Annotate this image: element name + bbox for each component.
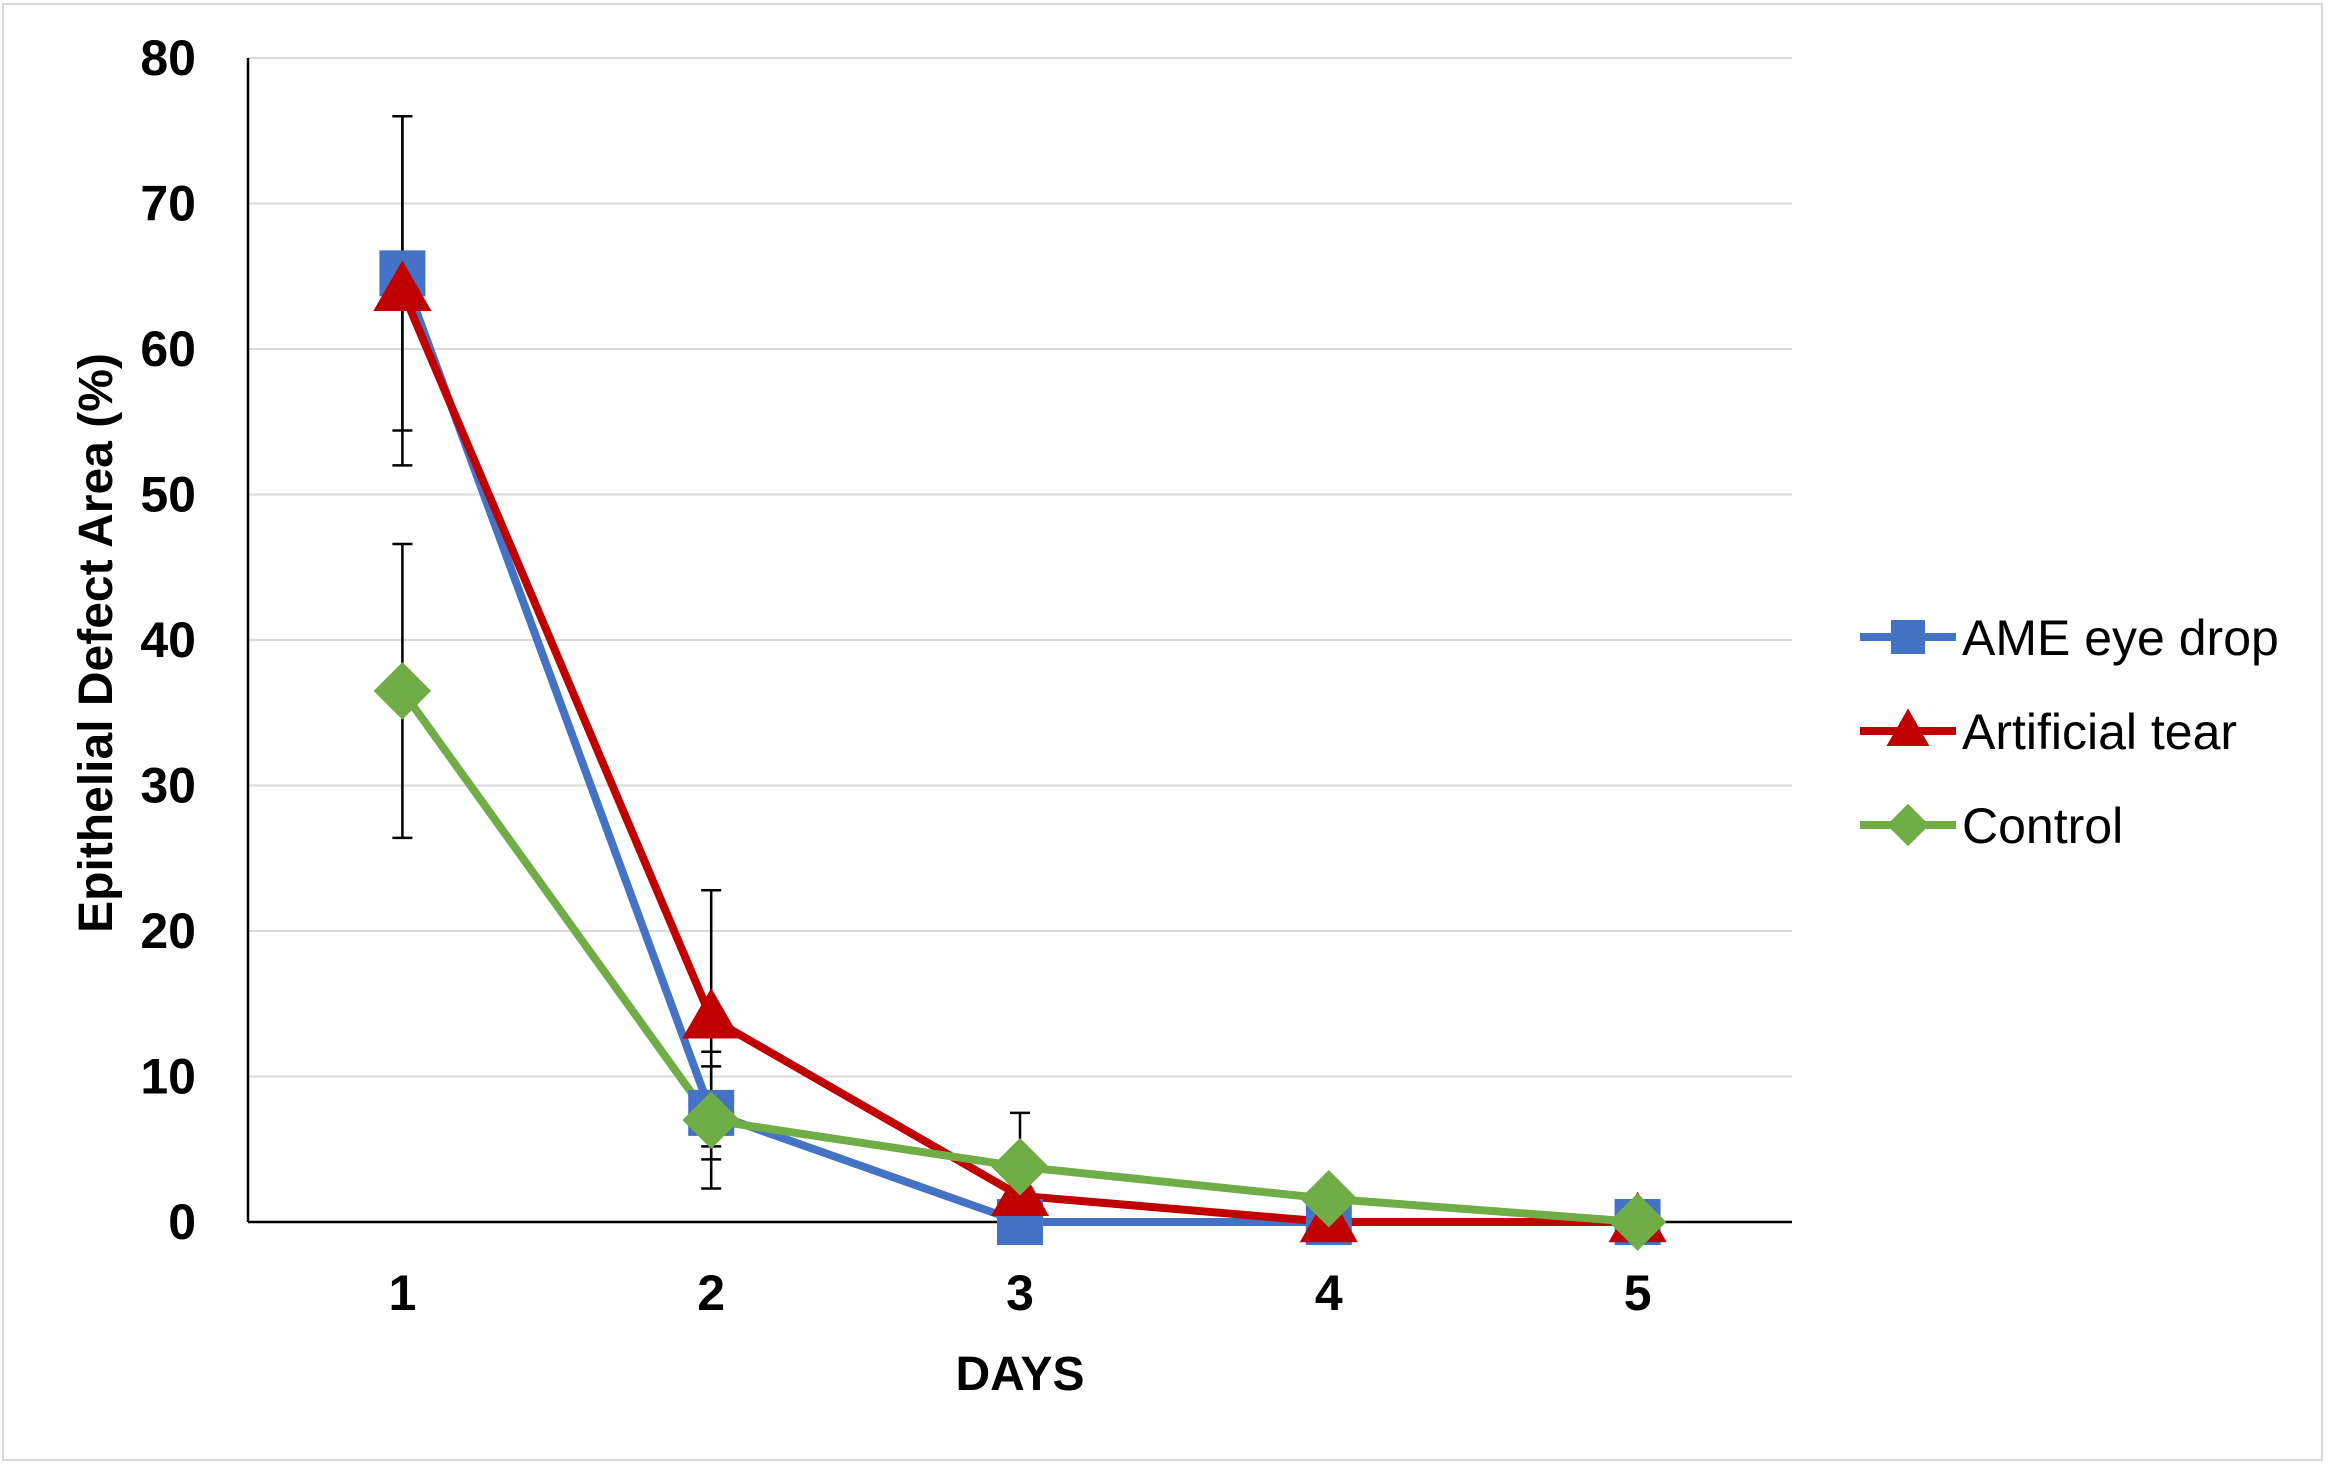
series-markers	[373, 250, 1667, 1251]
y-tick-label: 20	[140, 903, 196, 959]
y-tick-label: 70	[140, 176, 196, 232]
y-axis-ticks: 0 10 20 30 40 50 60 70 80	[140, 30, 196, 1250]
legend-item: Control	[1860, 798, 2123, 854]
marker-triangle	[1886, 708, 1930, 746]
legend-item: Artificial tear	[1860, 704, 2237, 760]
x-axis-title: DAYS	[956, 1348, 1085, 1401]
x-axis-ticks: 1 2 3 4 5	[388, 1265, 1651, 1321]
legend: AME eye drop Artificial tear Control	[1860, 610, 2279, 854]
legend-label: Artificial tear	[1962, 704, 2237, 760]
marker-diamond	[1608, 1193, 1667, 1251]
marker-diamond	[991, 1137, 1049, 1196]
series-lines	[398, 271, 1638, 1226]
marker-diamond	[373, 662, 432, 720]
x-tick-label: 5	[1624, 1265, 1652, 1321]
y-tick-label: 30	[140, 758, 196, 814]
marker-diamond	[1300, 1169, 1358, 1228]
marker-square	[1891, 620, 1925, 654]
legend-item: AME eye drop	[1860, 610, 2279, 666]
marker-diamond	[682, 1091, 740, 1149]
legend-label: AME eye drop	[1962, 610, 2279, 666]
series-line	[398, 289, 1638, 1226]
y-tick-label: 0	[168, 1194, 196, 1250]
marker-triangle	[682, 987, 741, 1039]
x-tick-label: 3	[1006, 1265, 1034, 1321]
y-tick-label: 50	[140, 467, 196, 523]
marker-diamond	[1886, 803, 1930, 847]
x-tick-label: 1	[388, 1265, 416, 1321]
legend-label: Control	[1962, 798, 2123, 854]
y-tick-label: 10	[140, 1049, 196, 1105]
gridlines	[248, 57, 1792, 1078]
x-tick-label: 4	[1315, 1265, 1343, 1321]
error-bars	[392, 114, 1030, 1222]
y-tick-label: 60	[140, 321, 196, 377]
x-tick-label: 2	[697, 1265, 725, 1321]
y-tick-label: 40	[140, 612, 196, 668]
marker-triangle	[373, 260, 432, 312]
y-axis-title: Epithelial Defect Area (%)	[70, 353, 123, 933]
y-tick-label: 80	[140, 30, 196, 86]
series-line	[398, 271, 1638, 1226]
